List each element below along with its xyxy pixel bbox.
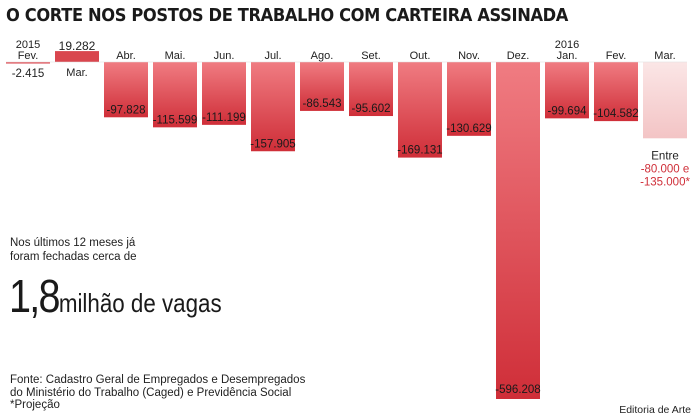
value-label-8: -169.131 — [397, 145, 442, 157]
bar-out-8 — [398, 62, 442, 158]
value-label-4: -111.199 — [202, 112, 246, 124]
bar-fev-12 — [594, 62, 638, 122]
source-line-2: do Ministério do Trabalho (Caged) e Prev… — [10, 386, 292, 399]
credit: Editoria de Arte — [619, 404, 691, 416]
month-label-12: Fev. — [606, 50, 627, 62]
value-label-0: -2.415 — [12, 68, 45, 80]
month-label-3: Mai. — [165, 50, 186, 62]
projection-label-0: Entre — [651, 150, 679, 162]
chart-title: O CORTE NOS POSTOS DE TRABALHO COM CARTE… — [6, 6, 569, 26]
bar-ago-6 — [300, 62, 344, 111]
summary-note: Nos últimos 12 meses já foram fechadas c… — [10, 236, 137, 264]
projection-label-1: -80.000 e — [641, 163, 690, 175]
value-label-5: -157.905 — [250, 138, 295, 150]
month-label-5: Jul. — [264, 50, 281, 62]
value-label-2: -97.828 — [106, 104, 145, 116]
highlight-number: 1,8 — [9, 270, 61, 322]
value-label-7: -95.602 — [351, 103, 390, 115]
value-label-3: -115.599 — [153, 114, 198, 126]
month-label-0: Fev. — [18, 50, 39, 62]
bar-nov-9 — [447, 62, 491, 136]
value-label-1: 19.282 — [59, 39, 96, 53]
month-label-10: Dez. — [507, 50, 530, 62]
bar-set-7 — [349, 62, 393, 117]
source-footer: Fonte: Cadastro Geral de Empregados e De… — [10, 374, 305, 412]
month-label-4: Jun. — [214, 50, 235, 62]
bar-jan-11 — [545, 62, 589, 119]
month-label-13: Mar. — [654, 50, 675, 62]
month-label-2: Abr. — [116, 50, 136, 62]
projection-label-2: -135.000* — [640, 176, 690, 188]
month-label-7: Set. — [361, 50, 381, 62]
month-label-11: Jan. — [557, 50, 578, 62]
value-label-9: -130.629 — [446, 123, 491, 135]
year-label-2015: 2015 — [16, 39, 40, 51]
bar-jun-4 — [202, 62, 246, 125]
bar-abr-2 — [104, 62, 148, 118]
bar-mai-3 — [153, 62, 197, 128]
bar-dez-10 — [496, 62, 540, 399]
month-label-6: Ago. — [311, 50, 334, 62]
year-label-2016: 2016 — [555, 39, 579, 51]
bar-mar-1 — [55, 51, 99, 62]
highlight-text: milhão de vagas — [58, 288, 222, 318]
month-label-8: Out. — [410, 50, 431, 62]
summary-line-1: Nos últimos 12 meses já — [10, 237, 136, 249]
bar-projection — [643, 62, 687, 139]
bar-fev-0 — [6, 62, 50, 64]
projection-note: *Projeção — [10, 399, 60, 412]
value-label-12: -104.582 — [593, 108, 638, 120]
summary-line-2: foram fechadas cerca de — [10, 251, 137, 263]
month-label-1: Mar. — [66, 67, 87, 79]
value-label-6: -86.543 — [302, 98, 341, 110]
bar-jul-5 — [251, 62, 295, 152]
month-label-9: Nov. — [458, 50, 480, 62]
summary-highlight: 1,8milhão de vagas — [9, 269, 222, 323]
value-label-11: -99.694 — [547, 105, 587, 117]
value-label-10: -596.208 — [495, 384, 540, 396]
source-line-1: Fonte: Cadastro Geral de Empregados e De… — [10, 374, 306, 386]
